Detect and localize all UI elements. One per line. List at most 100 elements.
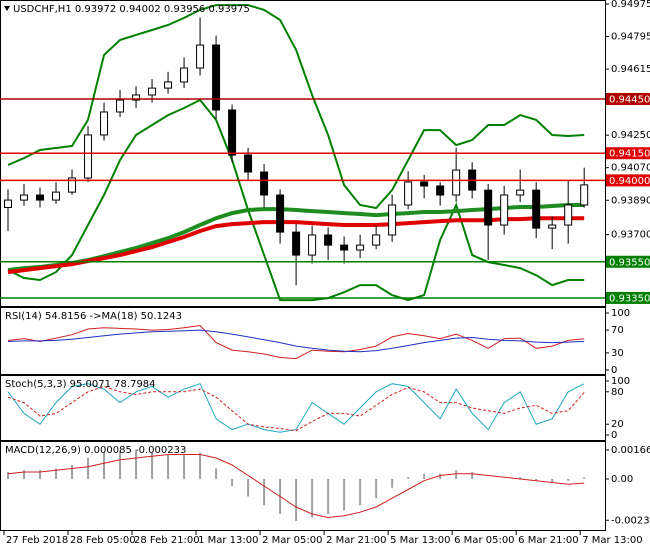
indicator-line	[7, 324, 585, 360]
candle-body	[52, 191, 61, 201]
pane-title: Stoch(5,3,3) 95.0071 78.7984	[5, 379, 156, 390]
y-tick-label: 80	[611, 387, 624, 398]
candle-body	[212, 44, 221, 111]
x-tick-label: 5 Mar 13:00	[390, 535, 450, 546]
indicator-line	[7, 383, 585, 433]
macd-bar	[295, 478, 298, 521]
candle-body	[516, 189, 525, 196]
candle-body	[228, 109, 237, 156]
level-label: 0.94450	[609, 94, 650, 105]
symbol-icon	[4, 6, 10, 11]
candle-body	[532, 189, 541, 229]
indicator-line	[7, 385, 585, 432]
macd-bar	[343, 478, 346, 511]
level-box	[606, 291, 650, 304]
pane-frame	[0, 441, 606, 531]
macd-bar	[55, 468, 58, 479]
y-tick-label: 0.94975	[611, 0, 650, 10]
macd-bar	[551, 478, 554, 483]
candle-body	[20, 194, 29, 201]
y-tick-label: 0.93700	[611, 230, 650, 241]
indicator-line	[7, 329, 585, 353]
macd-bar	[455, 470, 458, 479]
level-label: 0.94150	[609, 149, 650, 160]
candle-body	[308, 234, 317, 256]
y-tick-label: 0.93890	[611, 195, 650, 206]
y-tick-label: 0	[611, 365, 617, 376]
indicator-line	[7, 4, 585, 210]
candle-body	[340, 244, 349, 251]
candle-body	[4, 199, 13, 208]
level-box	[606, 174, 650, 187]
signal-line	[7, 454, 585, 519]
candle-body	[68, 177, 77, 193]
macd-bar	[151, 452, 154, 479]
y-tick-label: 30	[611, 348, 624, 359]
pane-frame	[0, 307, 606, 375]
macd-bar	[167, 454, 170, 479]
y-tick-label: 100	[611, 376, 630, 387]
macd-bar	[535, 478, 538, 481]
pane-title: RSI(14) 54.8156 ->MA(18) 50.1243	[5, 311, 182, 322]
y-tick-label: 0	[611, 430, 617, 441]
candle-body	[84, 134, 93, 179]
macd-bar	[119, 450, 122, 479]
candle-body	[196, 44, 205, 69]
y-tick-label: 70	[611, 325, 624, 336]
y-tick-label: 0.94795	[611, 32, 650, 43]
candle-body	[324, 234, 333, 246]
y-tick-label: -0.002358	[611, 515, 650, 526]
macd-bar	[215, 468, 218, 479]
x-tick-label: 2 Mar 21:00	[326, 535, 386, 546]
macd-bar	[7, 471, 10, 479]
candle-body	[180, 67, 189, 83]
level-box	[606, 92, 650, 105]
macd-bar	[135, 450, 138, 479]
candle-body	[116, 99, 125, 113]
candle-body	[500, 194, 509, 226]
level-label: 0.93350	[609, 293, 650, 304]
candle-body	[276, 194, 285, 233]
macd-bar	[103, 452, 106, 479]
y-tick-label: 20	[611, 419, 624, 430]
candle-body	[452, 169, 461, 196]
macd-bar	[407, 477, 410, 479]
level-box	[606, 147, 650, 160]
level-label: 0.93550	[609, 257, 650, 268]
macd-bar	[519, 477, 522, 479]
y-tick-label: 0.94070	[611, 163, 650, 174]
candle-body	[420, 181, 429, 187]
y-tick-label: 0.94250	[611, 130, 650, 141]
macd-bar	[231, 478, 234, 486]
macd-bar	[471, 471, 474, 479]
level-box	[606, 255, 650, 268]
candle-body	[260, 171, 269, 196]
x-tick-label: 6 Mar 21:00	[518, 535, 578, 546]
candle-body	[484, 189, 493, 226]
x-tick-label: 7 Mar 13:00	[582, 535, 642, 546]
x-tick-label: 6 Mar 05:00	[454, 535, 514, 546]
candle-body	[132, 94, 141, 101]
macd-bar	[359, 478, 362, 506]
x-tick-label: 2 Mar 05:00	[262, 535, 322, 546]
macd-bar	[439, 473, 442, 479]
macd-bar	[423, 473, 426, 479]
candle-body	[356, 244, 365, 251]
candle-body	[580, 184, 589, 206]
y-tick-label: 0.94615	[611, 64, 650, 75]
macd-bar	[391, 478, 394, 488]
candle-body	[436, 185, 445, 196]
macd-bar	[23, 470, 26, 479]
level-label: 0.94000	[609, 176, 650, 187]
y-tick-label: 0.00166	[611, 445, 650, 456]
x-tick-label: 27 Feb 2018	[6, 535, 68, 546]
macd-bar	[39, 470, 42, 479]
macd-bar	[87, 457, 90, 479]
macd-bar	[583, 477, 586, 479]
candle-body	[548, 224, 557, 229]
macd-bar	[247, 478, 250, 497]
pane-title: MACD(12,26,9) 0.000085 -0.000233	[5, 445, 186, 456]
macd-bar	[263, 478, 266, 506]
